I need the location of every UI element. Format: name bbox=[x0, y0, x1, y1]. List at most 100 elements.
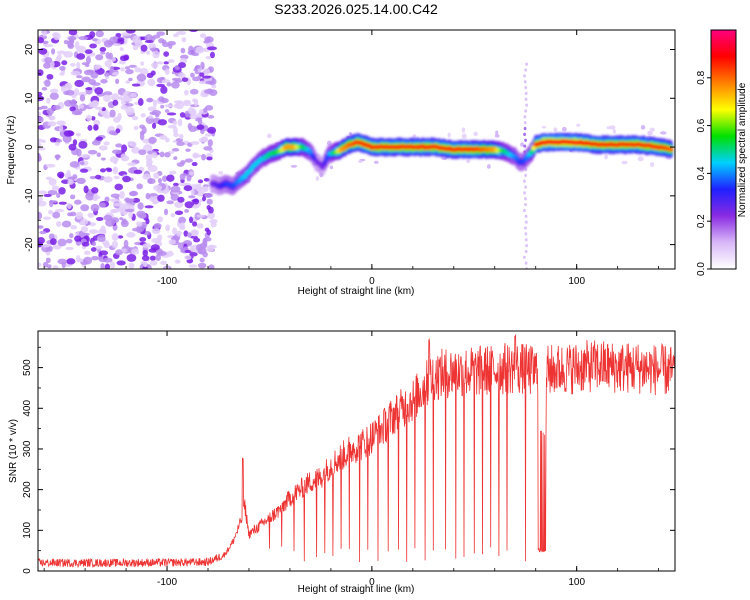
noise-blob bbox=[78, 91, 88, 97]
noise-blob bbox=[53, 32, 61, 41]
noise-blob bbox=[141, 126, 147, 135]
noise-blob bbox=[125, 69, 134, 75]
noise-blob bbox=[47, 121, 57, 127]
noise-blob bbox=[144, 34, 153, 42]
noise-blob bbox=[98, 250, 109, 256]
noise-blob bbox=[123, 239, 129, 248]
noise-blob bbox=[495, 130, 499, 136]
noise-blob bbox=[38, 138, 44, 143]
noise-blob bbox=[173, 33, 179, 38]
spike-blob bbox=[524, 249, 528, 254]
noise-blob bbox=[145, 218, 150, 225]
noise-blob bbox=[115, 128, 121, 134]
spike-blob bbox=[525, 243, 529, 248]
spike-blob bbox=[523, 121, 527, 125]
noise-blob bbox=[104, 196, 110, 203]
noise-blob bbox=[56, 171, 65, 178]
noise-blob bbox=[144, 40, 154, 44]
noise-blob bbox=[79, 168, 89, 173]
noise-blob bbox=[136, 183, 143, 190]
noise-blob bbox=[52, 265, 59, 269]
noise-blob bbox=[119, 47, 124, 52]
noise-blob bbox=[172, 126, 178, 135]
noise-blob bbox=[114, 183, 124, 191]
spike-blob bbox=[525, 103, 529, 107]
noise-blob bbox=[204, 227, 210, 232]
noise-blob bbox=[172, 120, 178, 126]
noise-blob bbox=[184, 208, 190, 213]
noise-blob bbox=[119, 55, 129, 62]
noise-blob bbox=[120, 67, 125, 72]
noise-blob bbox=[150, 244, 160, 251]
noise-blob bbox=[207, 139, 213, 147]
noise-blob bbox=[170, 185, 181, 193]
noise-blob bbox=[132, 35, 141, 44]
noise-blob bbox=[157, 119, 168, 126]
noise-blob bbox=[87, 149, 98, 155]
noise-blob bbox=[148, 136, 157, 144]
noise-blob bbox=[188, 216, 194, 224]
noise-blob bbox=[210, 221, 217, 228]
spike-blob bbox=[524, 238, 528, 242]
spectrogram-frame bbox=[37, 29, 676, 270]
noise-blob bbox=[606, 126, 612, 130]
noise-blob bbox=[45, 163, 56, 168]
colorbar-gradient bbox=[711, 30, 736, 269]
noise-blob bbox=[142, 266, 148, 269]
noise-blob bbox=[80, 161, 85, 165]
noise-blob bbox=[38, 262, 42, 268]
noise-blob bbox=[142, 243, 152, 249]
noise-blob bbox=[67, 176, 76, 180]
noise-blob bbox=[38, 196, 43, 203]
noise-blob bbox=[103, 94, 111, 102]
noise-blob bbox=[168, 239, 177, 245]
noise-blob bbox=[151, 122, 157, 129]
noise-blob bbox=[204, 133, 212, 137]
noise-blob bbox=[168, 43, 173, 49]
noise-blob bbox=[51, 185, 60, 192]
noise-blob bbox=[98, 202, 106, 208]
noise-blob bbox=[90, 71, 99, 79]
noise-blob bbox=[76, 75, 83, 79]
noise-blob bbox=[473, 131, 478, 137]
noise-blob bbox=[91, 187, 99, 194]
noise-blob bbox=[49, 92, 59, 100]
noise-blob bbox=[126, 232, 136, 238]
noise-blob bbox=[637, 156, 644, 162]
noise-blob bbox=[111, 240, 119, 249]
noise-blob bbox=[166, 250, 174, 257]
noise-blob bbox=[164, 68, 170, 75]
noise-blob bbox=[67, 179, 75, 185]
noise-blob bbox=[198, 80, 208, 85]
noise-blob bbox=[67, 40, 74, 48]
noise-blob bbox=[136, 221, 143, 227]
noise-blob bbox=[108, 130, 117, 136]
noise-blob bbox=[147, 106, 157, 112]
noise-blob bbox=[38, 147, 46, 151]
spectrogram-y-tick-label: 10 bbox=[24, 92, 35, 104]
noise-blob bbox=[170, 193, 180, 201]
noise-blob bbox=[100, 225, 106, 234]
noise-blob bbox=[139, 68, 149, 75]
spike-blob bbox=[523, 191, 526, 195]
noise-blob bbox=[83, 250, 91, 255]
noise-blob bbox=[80, 204, 90, 212]
noise-blob bbox=[117, 112, 122, 121]
noise-blob bbox=[142, 173, 152, 180]
spike-blob bbox=[524, 226, 527, 230]
spectrogram-x-tick-label: -100 bbox=[157, 276, 177, 287]
noise-blob bbox=[177, 196, 185, 203]
noise-blob bbox=[76, 255, 81, 263]
noise-blob bbox=[184, 158, 193, 163]
noise-blob bbox=[89, 31, 96, 39]
snr-y-tick-label: 100 bbox=[22, 522, 33, 539]
spike-blob bbox=[522, 179, 526, 183]
spectrogram-y-tick-label: 0 bbox=[24, 144, 35, 150]
noise-blob bbox=[139, 81, 145, 86]
noise-blob bbox=[89, 43, 97, 49]
noise-blob bbox=[58, 201, 67, 205]
noise-blob bbox=[152, 200, 158, 205]
spike-blob bbox=[525, 62, 528, 66]
noise-blob bbox=[151, 62, 159, 69]
noise-blob bbox=[160, 85, 168, 94]
